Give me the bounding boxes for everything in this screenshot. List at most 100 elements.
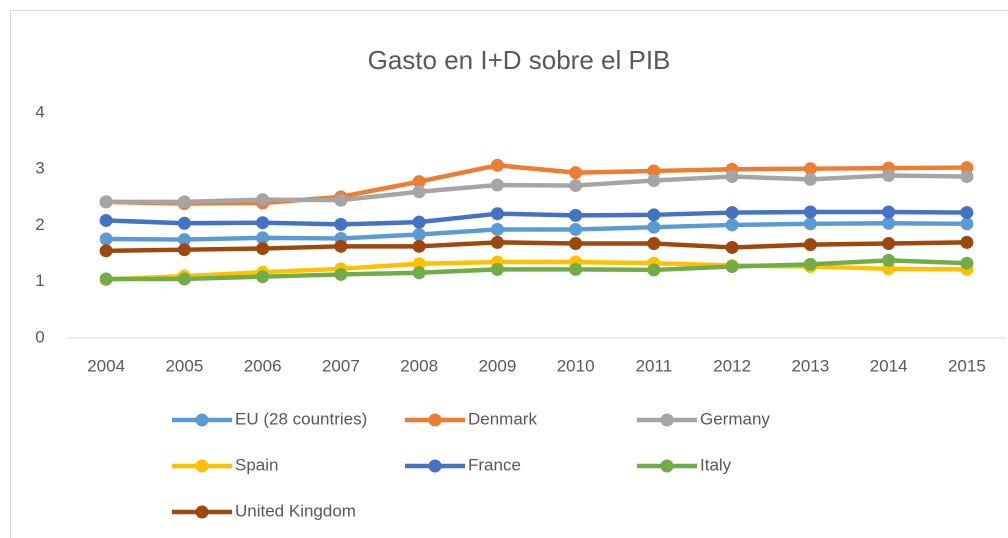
- data-point: [334, 267, 348, 281]
- series-line: [106, 173, 967, 205]
- data-point: [256, 193, 270, 207]
- data-point: [569, 166, 583, 180]
- data-point: [960, 217, 974, 231]
- data-point: [960, 235, 974, 249]
- data-point: [569, 222, 583, 236]
- legend-marker: [195, 459, 209, 473]
- data-point: [647, 237, 661, 250]
- data-point: [803, 257, 817, 271]
- data-point: [334, 193, 348, 207]
- data-point: [725, 206, 739, 220]
- legend-label: France: [468, 455, 521, 474]
- series-line: [106, 221, 967, 242]
- data-point: [803, 162, 817, 176]
- data-point: [960, 170, 974, 184]
- legend-marker: [428, 459, 442, 473]
- series-line: [106, 163, 967, 206]
- data-point: [569, 237, 583, 250]
- x-tick-label: 2009: [478, 356, 516, 375]
- data-point: [725, 170, 739, 184]
- series-line: [106, 258, 967, 282]
- data-point: [490, 178, 504, 192]
- data-point: [256, 216, 270, 230]
- data-point: [99, 244, 113, 258]
- y-tick-label: 1: [35, 271, 44, 290]
- data-point: [647, 208, 661, 222]
- legend-label: Spain: [235, 455, 278, 474]
- data-point: [882, 216, 896, 230]
- legend-marker: [660, 413, 674, 427]
- data-point: [803, 205, 817, 219]
- data-point: [803, 238, 817, 252]
- data-point: [490, 262, 504, 276]
- legend-marker: [660, 459, 674, 473]
- legend-label: United Kingdom: [235, 501, 356, 520]
- x-tick-label: 2015: [948, 356, 986, 375]
- legend-marker: [428, 413, 442, 427]
- data-point: [177, 195, 191, 209]
- data-point: [99, 213, 113, 227]
- data-point: [725, 240, 739, 254]
- data-point: [177, 233, 191, 247]
- data-point: [882, 168, 896, 182]
- data-point: [725, 260, 739, 274]
- data-point: [334, 239, 348, 253]
- data-point: [490, 158, 504, 172]
- x-tick-label: 2013: [791, 356, 829, 375]
- legend-label: Denmark: [468, 409, 537, 428]
- data-point: [256, 270, 270, 284]
- chart-title: Gasto en I+D sobre el PIB: [368, 45, 671, 75]
- data-point: [99, 195, 113, 209]
- data-point: [803, 172, 817, 186]
- x-tick-label: 2010: [557, 356, 595, 375]
- data-point: [490, 207, 504, 221]
- data-point: [569, 262, 583, 276]
- data-point: [569, 208, 583, 222]
- data-point: [647, 174, 661, 187]
- x-tick-label: 2007: [322, 356, 360, 375]
- data-point: [647, 263, 661, 277]
- data-point: [334, 217, 348, 231]
- data-point: [412, 228, 426, 241]
- data-point: [256, 231, 270, 245]
- legend-label: EU (28 countries): [235, 409, 367, 428]
- x-tick-label: 2008: [400, 356, 438, 375]
- legend-marker: [195, 413, 209, 427]
- series-line: [106, 259, 967, 282]
- data-point: [960, 206, 974, 220]
- series-line: [106, 209, 967, 227]
- legend-label: Italy: [700, 455, 732, 474]
- y-tick-label: 2: [35, 215, 44, 234]
- series-line: [106, 240, 967, 254]
- data-point: [412, 175, 426, 189]
- data-point: [177, 272, 191, 286]
- data-point: [725, 218, 739, 232]
- data-point: [177, 243, 191, 257]
- y-tick-label: 3: [35, 159, 44, 178]
- data-point: [256, 242, 270, 256]
- x-tick-label: 2005: [165, 356, 203, 375]
- legend-marker: [195, 505, 209, 519]
- data-point: [412, 185, 426, 199]
- data-point: [803, 217, 817, 231]
- data-point: [960, 256, 974, 270]
- x-tick-label: 2011: [636, 356, 673, 375]
- data-point: [882, 205, 896, 219]
- x-tick-label: 2004: [87, 356, 125, 375]
- data-point: [490, 235, 504, 249]
- data-point: [882, 253, 896, 267]
- data-point: [882, 237, 896, 250]
- data-point: [490, 222, 504, 236]
- data-point: [177, 216, 191, 230]
- y-tick-label: 0: [35, 327, 44, 346]
- data-point: [412, 239, 426, 253]
- data-point: [960, 161, 974, 175]
- data-point: [412, 215, 426, 229]
- data-point: [647, 220, 661, 234]
- x-tick-label: 2014: [870, 356, 908, 375]
- data-point: [99, 232, 113, 246]
- x-tick-label: 2006: [244, 356, 282, 375]
- x-tick-label: 2012: [713, 356, 751, 375]
- data-point: [647, 164, 661, 178]
